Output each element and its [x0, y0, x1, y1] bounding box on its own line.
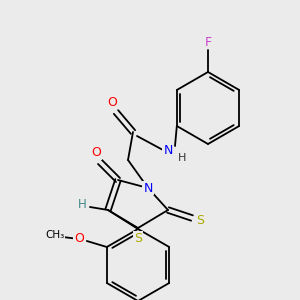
Text: CH₃: CH₃ — [45, 230, 64, 240]
Text: O: O — [74, 232, 84, 245]
Text: N: N — [163, 143, 173, 157]
Text: F: F — [204, 35, 211, 49]
Text: H: H — [78, 199, 86, 212]
Text: H: H — [178, 153, 186, 163]
Text: N: N — [143, 182, 153, 194]
Text: S: S — [196, 214, 204, 226]
Text: S: S — [134, 232, 142, 244]
Text: O: O — [107, 95, 117, 109]
Text: O: O — [91, 146, 101, 160]
